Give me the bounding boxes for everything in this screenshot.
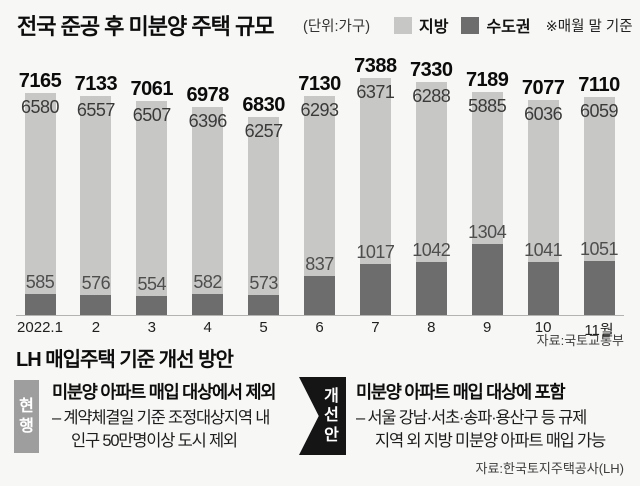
bar-capital-segment <box>136 296 168 315</box>
bar-local-segment <box>80 95 112 295</box>
bar-total-label: 7388 <box>354 54 397 77</box>
unit-label: (단위:가구) <box>303 19 371 35</box>
bar-local-segment <box>192 106 224 295</box>
bar-capital-segment <box>527 262 559 315</box>
bar-local-label: 6396 <box>188 110 228 131</box>
bar-capital-label: 554 <box>137 274 167 295</box>
legend-label-local: 지방 <box>419 19 449 36</box>
bar-total-label: 7165 <box>18 70 62 93</box>
x-axis-label: 2 <box>91 319 101 336</box>
bar-capital-segment <box>304 276 335 315</box>
bar-local-segment <box>471 91 503 244</box>
chart-title: 전국 준공 후 미분양 주택 규모 <box>17 14 274 39</box>
panel-tag-current: 현행 <box>14 380 39 453</box>
bar-local-segment <box>248 116 280 295</box>
legend: 지방 수도권 ※매월 말 기준 <box>394 13 633 37</box>
bar-total-label: 7077 <box>521 76 565 99</box>
legend-swatch-local <box>394 16 412 34</box>
bar-local-segment <box>415 81 447 263</box>
bar-local-segment <box>136 100 168 297</box>
bar-total-label: 7110 <box>578 74 620 97</box>
bar-capital-segment <box>583 261 615 315</box>
bar-local-label: 6507 <box>132 104 172 125</box>
bar-local-segment <box>24 93 56 295</box>
bar-capital-label: 1051 <box>579 239 619 260</box>
panel-current: 미분양 아파트 매입 대상에서 제외 – 계약체결일 기준 조정대상지역 내 인… <box>52 379 297 452</box>
panel-current-line-1: – 계약체결일 기준 조정대상지역 내 <box>52 409 270 427</box>
bar-total-label: 6830 <box>242 93 285 116</box>
bar-local-segment <box>304 95 335 277</box>
legend-note: ※매월 말 기준 <box>545 18 633 35</box>
bar-capital-segment <box>24 294 56 315</box>
bar-total-label: 7130 <box>298 72 341 95</box>
bar-capital-segment <box>248 294 280 315</box>
x-axis-label: 6 <box>315 319 324 336</box>
panel-improved-body: – 서울 강남·서초·송파·용산구 등 규제 지역 외 지방 미분양 아파트 매… <box>356 407 628 452</box>
bar-local-segment <box>583 97 615 262</box>
x-axis-label: 2022.1 <box>17 319 63 336</box>
x-axis-label: 4 <box>203 319 212 336</box>
panel-improved-line-1: – 서울 강남·서초·송파·용산구 등 규제 <box>356 409 587 427</box>
bar-capital-label: 1304 <box>468 221 507 242</box>
bar-capital-label: 573 <box>249 272 278 293</box>
bar-capital-label: 1041 <box>524 240 563 261</box>
panel-current-body: – 계약체결일 기준 조정대상지역 내 인구 50만명이상 도시 제외 <box>52 407 297 452</box>
panel-tag-current-label: 현행 <box>19 398 34 435</box>
bar-local-segment <box>527 99 559 263</box>
section-title: LH 매입주택 기준 개선 방안 <box>16 349 234 371</box>
x-axis-label: 3 <box>147 319 156 336</box>
legend-label-capital: 수도권 <box>486 19 531 36</box>
bar-capital-segment <box>192 294 224 315</box>
bar-capital-segment <box>359 263 391 315</box>
bar-local-label: 6557 <box>76 99 116 120</box>
bar-capital-label: 576 <box>81 272 111 293</box>
bar-local-label: 6371 <box>356 81 395 102</box>
bar-local-label: 6036 <box>524 103 563 124</box>
bar-local-label: 6293 <box>300 99 339 120</box>
panel-improved-line-2: 지역 외 지방 미분양 아파트 매입 가능 <box>375 431 606 450</box>
bar-capital-segment <box>415 262 447 315</box>
bar-total-label: 6978 <box>186 83 229 106</box>
x-axis-line <box>16 315 624 316</box>
bar-total-label: 7330 <box>410 58 453 81</box>
bar-local-segment <box>359 77 391 264</box>
bar-total-label: 7133 <box>74 72 118 95</box>
bar-capital-label: 585 <box>25 272 55 293</box>
legend-swatch-capital <box>461 16 480 34</box>
bar-local-label: 6288 <box>412 85 451 106</box>
panel-improved: 미분양 아파트 매입 대상에 포함 – 서울 강남·서초·송파·용산구 등 규제… <box>356 379 628 452</box>
bar-local-label: 6059 <box>579 101 619 122</box>
panel-current-title: 미분양 아파트 매입 대상에서 제외 <box>52 382 276 402</box>
bar-total-label: 7189 <box>465 68 509 91</box>
bar-capital-segment <box>80 294 112 315</box>
bar-capital-label: 837 <box>305 254 334 275</box>
bar-capital-label: 1017 <box>356 241 395 262</box>
bar-capital-label: 1042 <box>412 240 451 261</box>
bar-capital-segment <box>471 243 503 315</box>
x-axis-label: 5 <box>259 319 268 336</box>
bottom-source: 자료:한국토지주택공사(LH) <box>475 461 625 476</box>
x-axis-label: 10 <box>534 319 552 336</box>
x-axis-label: 11월 <box>584 322 614 339</box>
bar-local-label: 6580 <box>20 97 60 118</box>
panel-current-line-2: 인구 50만명이상 도시 제외 <box>71 431 238 450</box>
chart-source: 자료:국토교통부 <box>536 333 624 348</box>
bar-chart: 7165 6580 585 2022.1 7133 6557 576 2 7061 6507 554… <box>16 54 624 339</box>
panel-tag-improved-label: 개선안 <box>324 388 339 444</box>
x-axis-label: 7 <box>371 319 380 336</box>
bar-total-label: 7061 <box>130 77 174 100</box>
panel-improved-title: 미분양 아파트 매입 대상에 포함 <box>356 382 566 402</box>
bar-local-label: 6257 <box>244 120 284 141</box>
bar-local-label: 5885 <box>468 95 507 116</box>
x-axis-label: 9 <box>483 319 492 336</box>
panel-tag-improved: 개선안 <box>299 377 346 455</box>
bar-capital-label: 582 <box>193 272 222 293</box>
x-axis-label: 8 <box>427 319 436 336</box>
